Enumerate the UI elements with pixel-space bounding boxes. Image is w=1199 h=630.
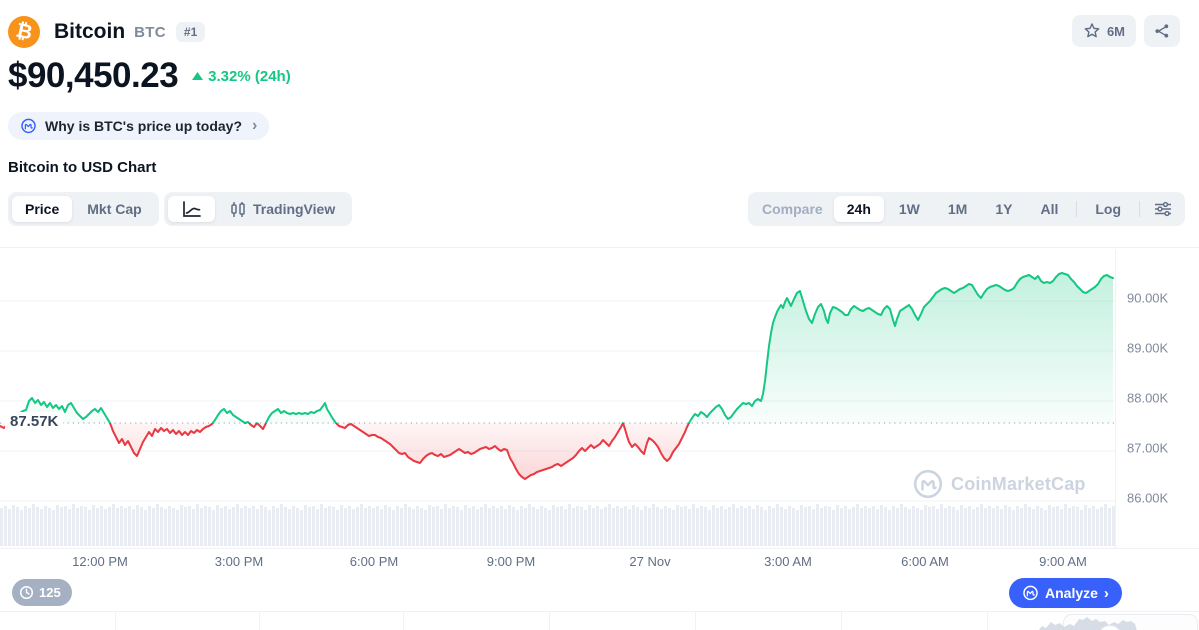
price-chart-canvas[interactable] [0,251,1115,549]
x-axis-line [0,548,1199,549]
watermark-text: CoinMarketCap [951,473,1086,494]
cmc-chat-icon [21,118,36,133]
tradingview-label: TradingView [253,201,336,217]
arrow-up-icon [192,72,204,80]
candlestick-icon [231,201,245,217]
strip-divider [841,612,842,630]
x-tick-label: 27 Nov [629,554,671,569]
watermark: CoinMarketCap [913,469,1086,499]
minimap-waveform [1038,617,1137,630]
price-row: $90,450.23 3.32% (24h) [8,56,291,96]
baseline-price-label: 87.57K [5,412,64,431]
header-actions: 6M [1071,15,1180,47]
history-clock-icon [19,585,34,600]
cmc-chat-icon [1023,585,1038,600]
coin-header: ₿ Bitcoin BTC #1 [8,16,206,48]
time-range-group: 24h 1W 1M 1Y All Log [829,192,1185,226]
bitcoin-icon: ₿ [8,16,40,48]
x-tick-label: 9:00 AM [1039,554,1087,569]
strip-divider [987,612,988,630]
price-change-text: 3.32% (24h) [208,67,291,85]
watchlist-count: 6M [1106,23,1125,39]
strip-divider [695,612,696,630]
y-axis: 90.00K 89.00K 88.00K 87.00K 86.00K [1115,250,1199,549]
y-tick-label: 88.00K [1127,390,1169,406]
price-change: 3.32% (24h) [192,68,291,85]
bottom-strip [0,611,1199,630]
analyze-label: Analyze [1045,585,1098,601]
divider [1076,201,1078,217]
y-tick-label: 86.00K [1127,490,1169,506]
line-chart-icon [183,200,201,217]
compare-label: Compare [762,201,823,217]
history-count-badge[interactable]: 125 [12,579,72,606]
log-scale-toggle[interactable]: Log [1082,196,1134,222]
tab-tradingview[interactable]: TradingView [217,196,348,222]
tab-mkt-cap[interactable]: Mkt Cap [74,196,154,222]
coinmarketcap-logo-icon [913,469,943,499]
chart-type-toggle-group: TradingView [164,192,353,226]
why-banner-text: Why is BTC's price up today? [45,118,243,134]
divider [1139,201,1140,217]
x-tick-label: 3:00 AM [764,554,812,569]
btc-glyph: ₿ [13,19,35,45]
metric-toggle-group: Price Mkt Cap [8,192,159,226]
tab-line-chart[interactable] [168,196,215,222]
analyze-button[interactable]: Analyze › [1009,578,1122,608]
coin-symbol: BTC [134,23,166,41]
x-tick-label: 9:00 PM [486,554,536,569]
range-24h[interactable]: 24h [833,196,884,222]
star-icon [1084,23,1100,38]
x-tick-label: 3:00 PM [214,554,264,569]
range-1y[interactable]: 1Y [982,196,1025,222]
y-tick-label: 89.00K [1127,340,1169,356]
tab-price[interactable]: Price [12,196,73,222]
y-tick-label: 87.00K [1127,440,1169,456]
range-1m[interactable]: 1M [935,196,980,222]
x-tick-label: 6:00 PM [349,554,399,569]
volume-bars [0,504,1115,546]
strip-divider [115,612,116,630]
sliders-icon [1155,201,1171,217]
chart-settings-button[interactable] [1145,196,1181,222]
why-price-up-banner[interactable]: Why is BTC's price up today? › [8,112,270,140]
price-line-up [0,272,1114,423]
strip-divider [259,612,260,630]
watchlist-button[interactable]: 6M [1071,15,1136,47]
chevron-right-icon: › [1103,584,1109,602]
rank-badge: #1 [175,22,206,42]
range-all[interactable]: All [1027,196,1071,222]
coin-name: Bitcoin [54,20,126,43]
x-tick-label: 6:00 AM [901,554,949,569]
chart-section-title: Bitcoin to USD Chart [8,159,157,176]
y-tick-label: 90.00K [1127,290,1169,306]
history-count: 125 [39,585,61,600]
current-price: $90,450.23 [8,56,179,95]
price-chart[interactable]: 90.00K 89.00K 88.00K 87.00K 86.00K 87.57K 12… [0,247,1199,569]
range-1w[interactable]: 1W [886,196,933,222]
strip-divider [403,612,404,630]
share-icon [1155,24,1169,38]
strip-divider [549,612,550,630]
chevron-right-icon: › [252,117,258,134]
share-button[interactable] [1144,15,1180,47]
x-tick-label: 12:00 PM [72,554,128,569]
price-line-down [0,423,1113,480]
